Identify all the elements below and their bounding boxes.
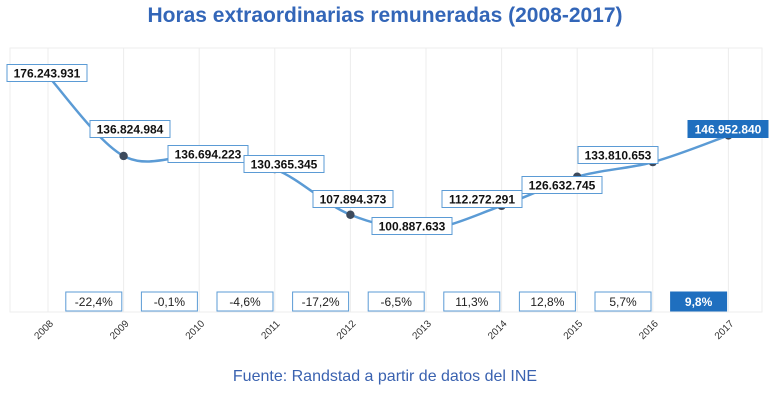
x-tick-label: 2015 [562,318,586,342]
data-label-box [89,120,171,138]
data-point [346,210,355,219]
data-label: 133.810.653 [585,149,652,163]
change-label: -6,5% [381,295,413,309]
plot-frame [9,47,763,313]
data-label: 112.272.291 [449,193,515,207]
data-label-box [6,64,88,82]
data-label-box [243,155,325,173]
x-tick-label: 2008 [32,318,56,342]
change-label: -17,2% [302,295,340,309]
data-label-box [577,146,659,164]
change-label: 9,8% [685,295,713,309]
x-tick-label: 2009 [108,318,132,342]
change-label: 12,8% [530,295,564,309]
change-label-box [670,291,728,312]
data-label-box [441,190,523,208]
data-label: 136.694.223 [175,148,242,162]
change-label-box [216,291,274,312]
x-tick-label: 2012 [335,318,359,342]
x-tick-label: 2016 [637,318,661,342]
change-label: -0,1% [154,295,186,309]
data-label-box [167,145,249,163]
change-label-box [140,291,198,312]
change-label: 11,3% [455,295,488,309]
x-tick-label: 2013 [410,318,434,342]
data-label: 176.243.931 [14,67,81,81]
data-label-box [312,190,394,208]
data-label: 146.952.840 [695,123,762,137]
data-label: 126.632.745 [529,179,596,193]
data-label: 136.824.984 [97,123,164,137]
change-label-box [518,291,576,312]
source-note: Fuente: Randstad a partir de datos del I… [232,368,538,385]
change-label: -22,4% [75,295,113,309]
data-label-box [521,176,603,194]
change-label-box [443,291,501,312]
change-label-box [65,291,123,312]
data-label-box [687,120,769,138]
chart-title: Horas extraordinarias remuneradas (2008-… [147,4,623,27]
data-label: 130.365.345 [251,158,318,172]
change-label-box [594,291,652,312]
change-label-box [367,291,425,312]
data-label-box [371,217,453,235]
change-label: 5,7% [609,295,637,309]
data-label: 107.894.373 [320,193,387,207]
change-label-box [292,291,350,312]
data-point [119,151,128,161]
change-label: -4,6% [229,295,261,309]
data-label: 100.887.633 [379,220,446,234]
x-tick-label: 2010 [184,318,208,342]
x-tick-label: 2011 [260,318,283,341]
x-tick-label: 2017 [713,318,737,342]
x-tick-label: 2014 [486,318,510,342]
